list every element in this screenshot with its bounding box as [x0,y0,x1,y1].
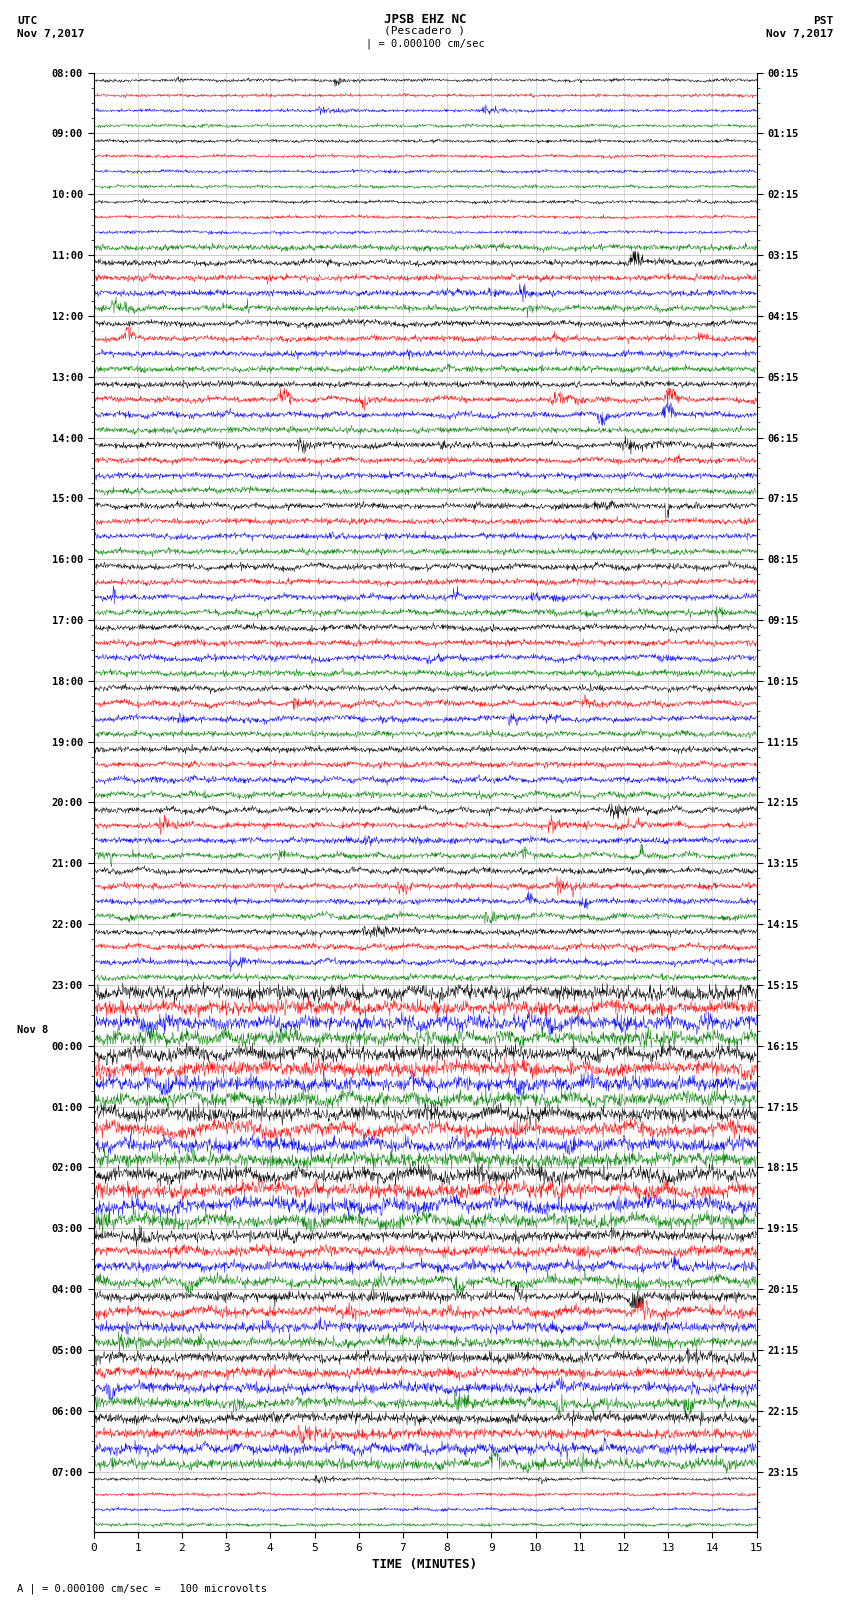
Text: Nov 7,2017: Nov 7,2017 [766,29,833,39]
Text: UTC: UTC [17,16,37,26]
Text: Nov 8: Nov 8 [17,1026,48,1036]
Text: A | = 0.000100 cm/sec =   100 microvolts: A | = 0.000100 cm/sec = 100 microvolts [17,1582,267,1594]
Text: JPSB EHZ NC: JPSB EHZ NC [383,13,467,26]
X-axis label: TIME (MINUTES): TIME (MINUTES) [372,1558,478,1571]
Text: | = 0.000100 cm/sec: | = 0.000100 cm/sec [366,39,484,50]
Text: PST: PST [813,16,833,26]
Text: (Pescadero ): (Pescadero ) [384,26,466,35]
Text: Nov 7,2017: Nov 7,2017 [17,29,84,39]
